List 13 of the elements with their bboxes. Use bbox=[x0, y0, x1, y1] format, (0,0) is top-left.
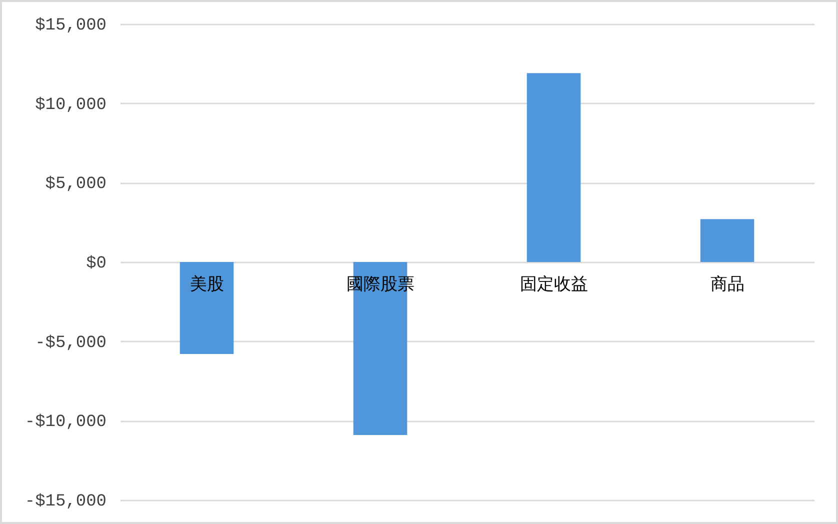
bar bbox=[526, 73, 581, 262]
x-tick-label: 固定收益 bbox=[520, 274, 588, 294]
bar bbox=[180, 262, 234, 354]
y-tick-label: $5,000 bbox=[45, 175, 106, 194]
x-tick-label: 美股 bbox=[190, 274, 224, 294]
x-tick-label: 商品 bbox=[710, 274, 744, 294]
bar bbox=[700, 219, 754, 262]
y-tick-label: -$15,000 bbox=[24, 492, 106, 512]
y-tick-label: $10,000 bbox=[35, 96, 106, 115]
y-tick-label: $15,000 bbox=[35, 16, 106, 36]
y-tick-label: -$10,000 bbox=[24, 413, 106, 432]
y-tick-label: $0 bbox=[86, 254, 106, 274]
y-tick-label: -$5,000 bbox=[35, 334, 106, 353]
